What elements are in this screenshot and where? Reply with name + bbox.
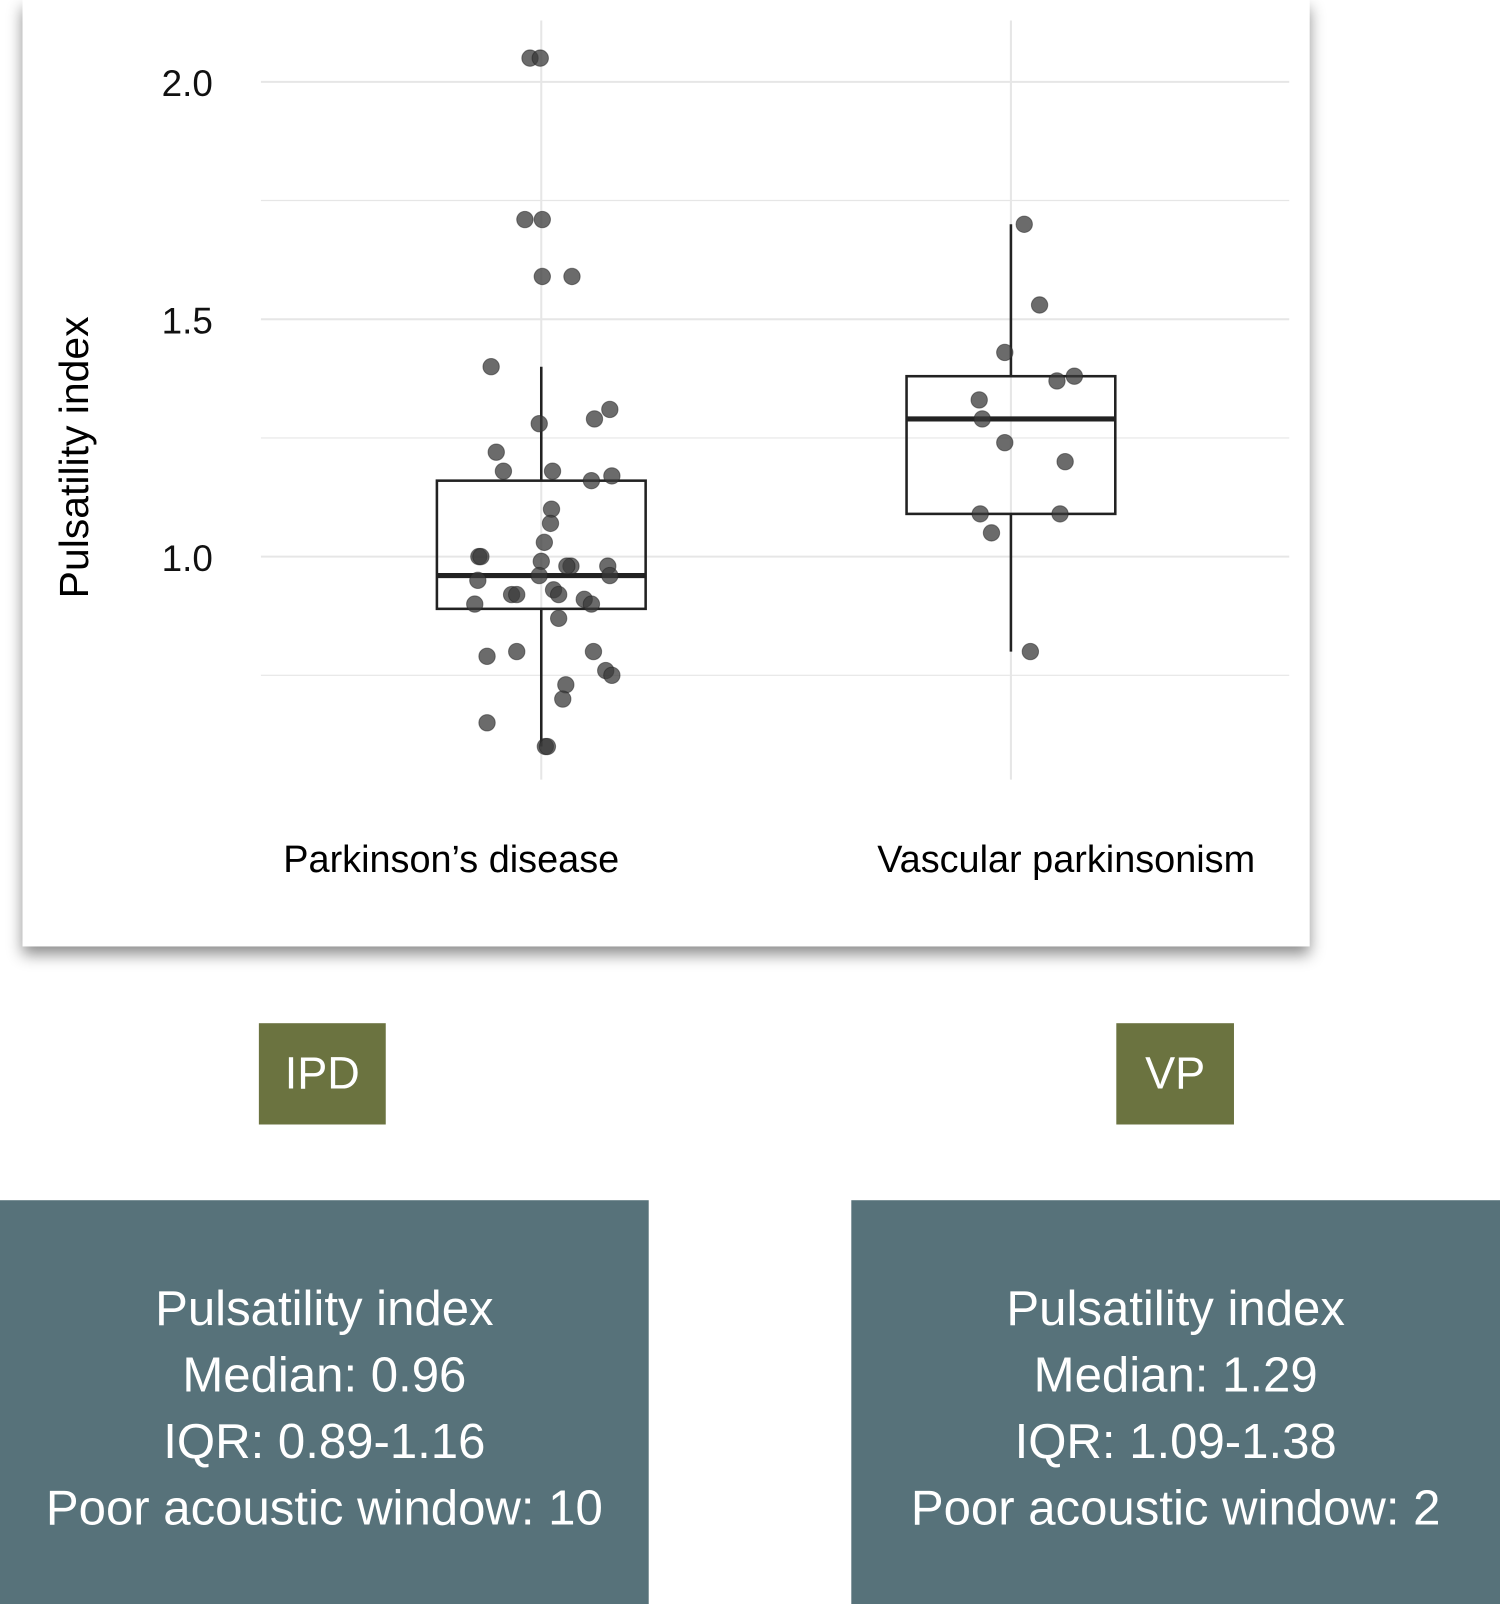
data-point xyxy=(530,414,548,433)
data-point xyxy=(1051,505,1069,523)
data-point xyxy=(585,410,604,428)
data-point xyxy=(487,443,505,461)
data-point xyxy=(508,585,526,604)
vp-tag-label: VP xyxy=(1145,1048,1206,1099)
vp-stats-title: Pulsatility index xyxy=(1006,1281,1345,1336)
data-point xyxy=(582,595,601,613)
ipd-stats-box: Pulsatility index Median: 0.96 IQR: 0.89… xyxy=(0,1200,649,1604)
data-point xyxy=(469,571,487,590)
ipd-tag: IPD xyxy=(258,1023,386,1125)
vp-tag: VP xyxy=(1116,1023,1234,1125)
data-point xyxy=(1015,215,1033,233)
data-point xyxy=(516,210,534,229)
category-label: Parkinson’s disease xyxy=(283,839,619,881)
data-point xyxy=(533,210,551,229)
chart-card: 1.0 1.5 2.0 Pulsatility index Parkinson’s di… xyxy=(22,0,1310,947)
data-point xyxy=(582,471,601,490)
data-point xyxy=(549,585,568,604)
data-point xyxy=(535,533,554,552)
data-point xyxy=(472,547,490,566)
ipd-iqr: IQR: 0.89-1.16 xyxy=(163,1414,486,1469)
data-point xyxy=(478,647,496,666)
data-point xyxy=(603,666,621,685)
vp-iqr: IQR: 1.09-1.38 xyxy=(1014,1414,1337,1469)
data-point xyxy=(543,462,562,480)
data-point xyxy=(554,690,572,708)
data-point xyxy=(1048,372,1066,390)
vp-poor-window: Poor acoustic window: 2 xyxy=(910,1481,1441,1536)
data-point xyxy=(584,642,603,661)
data-point xyxy=(563,267,581,286)
data-point xyxy=(530,566,548,585)
data-point xyxy=(478,714,496,732)
data-point xyxy=(973,410,991,428)
data-point xyxy=(970,391,988,409)
vp-stats-box: Pulsatility index Median: 1.29 IQR: 1.09… xyxy=(851,1200,1500,1604)
data-point xyxy=(558,557,576,575)
data-point xyxy=(538,737,557,756)
ipd-poor-window: Poor acoustic window: 10 xyxy=(45,1481,603,1536)
y-tick-label: 1.5 xyxy=(162,301,213,342)
data-point xyxy=(971,505,989,523)
category-label: Vascular parkinsonism xyxy=(877,839,1255,881)
data-point xyxy=(601,400,619,419)
vp-median: Median: 1.29 xyxy=(1033,1348,1318,1403)
data-point xyxy=(494,462,513,480)
data-point xyxy=(996,343,1014,362)
data-point xyxy=(533,267,551,286)
data-point xyxy=(603,467,621,485)
data-point xyxy=(541,514,560,533)
data-point xyxy=(531,49,549,67)
ipd-median: Median: 0.96 xyxy=(182,1348,467,1403)
data-point xyxy=(549,609,568,628)
data-point xyxy=(532,552,550,571)
y-tick-label: 1.0 xyxy=(162,538,213,579)
data-point xyxy=(601,566,619,585)
ipd-tag-label: IPD xyxy=(284,1048,360,1099)
data-point xyxy=(1065,367,1084,385)
data-point xyxy=(1056,452,1074,471)
data-point xyxy=(1030,296,1049,314)
data-point xyxy=(1021,642,1040,661)
data-point xyxy=(508,642,526,661)
box-iqr xyxy=(435,479,647,611)
data-point xyxy=(557,676,575,694)
box-iqr xyxy=(905,374,1117,516)
ipd-stats-title: Pulsatility index xyxy=(155,1281,494,1336)
y-axis-label: Pulsatility index xyxy=(51,316,97,598)
data-point xyxy=(996,433,1014,452)
y-tick-label: 2.0 xyxy=(162,63,213,104)
data-point xyxy=(982,524,1001,542)
data-point xyxy=(466,595,484,613)
data-point xyxy=(482,358,500,376)
box-plot: 1.0 1.5 2.0 Pulsatility index Parkinson’s di… xyxy=(51,20,1290,881)
